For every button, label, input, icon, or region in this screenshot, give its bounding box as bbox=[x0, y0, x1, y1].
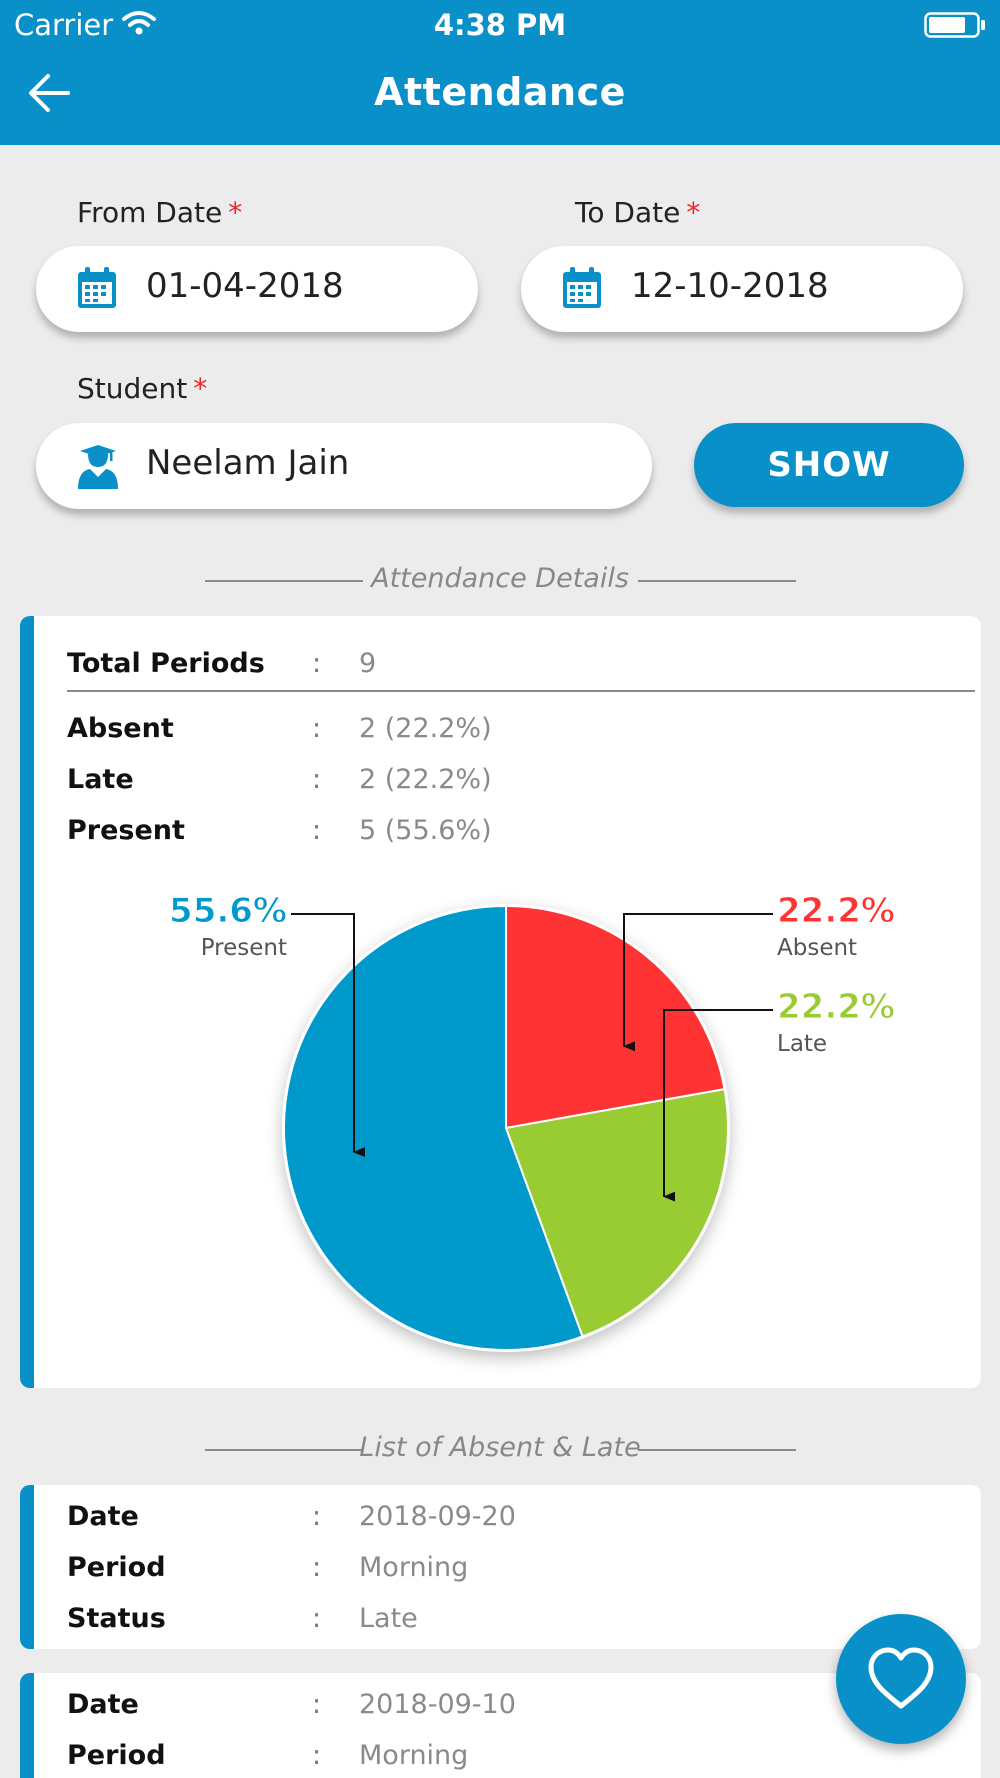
pie-slice-absent bbox=[505, 904, 726, 1130]
required-mark: * bbox=[193, 372, 208, 405]
absent-label: Absent bbox=[67, 713, 174, 744]
pie-callout-line-present bbox=[291, 913, 365, 1158]
period-label: Period bbox=[67, 1740, 166, 1771]
calendar-icon bbox=[78, 267, 116, 308]
pie-legend-label-absent: Absent bbox=[777, 935, 857, 961]
period-value: Morning bbox=[359, 1740, 469, 1771]
separator: : bbox=[312, 1689, 322, 1720]
pie-legend-label-present: Present bbox=[201, 935, 287, 961]
date-row: Date : 2018-09-10 bbox=[67, 1689, 967, 1729]
date-value: 2018-09-20 bbox=[359, 1501, 516, 1532]
nav-bar: Attendance bbox=[0, 50, 1000, 145]
period-row: Period : Morning bbox=[67, 1740, 967, 1778]
student-label: Student * bbox=[77, 372, 207, 405]
late-label: Late bbox=[67, 764, 134, 795]
pie-legend-label-late: Late bbox=[777, 1031, 827, 1057]
app-header: Carrier 4:38 PM Attendance bbox=[0, 0, 1000, 145]
present-row: Present : 5 (55.6%) bbox=[67, 815, 967, 855]
period-value: Morning bbox=[359, 1552, 469, 1583]
attendance-details-card: Total Periods : 9 Absent : 2 (22.2%) Lat… bbox=[20, 616, 981, 1388]
pie-data-label-absent: 22.2% bbox=[777, 891, 895, 931]
pie-data-label-late: 22.2% bbox=[777, 987, 895, 1027]
separator: : bbox=[312, 1740, 322, 1771]
from-date-label: From Date * bbox=[77, 196, 242, 229]
late-value: 2 (22.2%) bbox=[359, 764, 492, 795]
attendance-pie-chart: 22.2% Absent 22.2% Late 55.6% Present bbox=[169, 891, 895, 1352]
page-title: Attendance bbox=[374, 70, 626, 114]
divider-line bbox=[638, 580, 796, 582]
show-button[interactable]: SHOW bbox=[694, 423, 964, 507]
absent-late-list-title: List of Absent & Late bbox=[359, 1432, 641, 1463]
present-label: Present bbox=[67, 815, 185, 846]
separator: : bbox=[312, 1603, 322, 1634]
pie-slice-present bbox=[283, 904, 584, 1351]
separator: : bbox=[312, 1501, 322, 1532]
carrier-label: Carrier bbox=[14, 8, 114, 42]
graduate-icon bbox=[78, 445, 118, 489]
pie-callout-line-late bbox=[663, 1009, 773, 1202]
to-date-value: 12-10-2018 bbox=[631, 266, 829, 306]
battery-icon bbox=[924, 12, 985, 38]
date-value: 2018-09-10 bbox=[359, 1689, 516, 1720]
separator: : bbox=[312, 764, 322, 795]
status-row: Status : Late bbox=[67, 1603, 967, 1643]
to-date-label: To Date * bbox=[575, 196, 700, 229]
separator: : bbox=[312, 713, 322, 744]
favorite-fab-button[interactable] bbox=[836, 1614, 966, 1744]
status-time: 4:38 PM bbox=[433, 8, 567, 42]
late-row: Late : 2 (22.2%) bbox=[67, 764, 967, 804]
period-row: Period : Morning bbox=[67, 1552, 967, 1592]
present-value: 5 (55.6%) bbox=[359, 815, 492, 846]
absent-late-list-divider: List of Absent & Late bbox=[0, 1430, 1000, 1470]
absent-row: Absent : 2 (22.2%) bbox=[67, 713, 967, 753]
required-mark: * bbox=[228, 196, 243, 229]
required-mark: * bbox=[686, 196, 701, 229]
divider-line bbox=[205, 1449, 363, 1451]
status-value: Late bbox=[359, 1603, 418, 1634]
from-date-label-text: From Date bbox=[77, 196, 223, 229]
separator: : bbox=[312, 648, 322, 679]
pie-data-label-present: 55.6% bbox=[169, 891, 287, 931]
absent-value: 2 (22.2%) bbox=[359, 713, 492, 744]
date-row: Date : 2018-09-20 bbox=[67, 1501, 967, 1541]
total-periods-label: Total Periods bbox=[67, 648, 265, 679]
list-item[interactable]: Date : 2018-09-20 Period : Morning Statu… bbox=[20, 1485, 981, 1649]
date-label: Date bbox=[67, 1689, 139, 1720]
list-item[interactable]: Date : 2018-09-10 Period : Morning bbox=[20, 1673, 981, 1778]
separator: : bbox=[312, 1552, 322, 1583]
divider-line bbox=[67, 690, 975, 692]
heart-icon bbox=[868, 1647, 934, 1709]
attendance-details-divider: Attendance Details bbox=[0, 561, 1000, 601]
student-select[interactable]: Neelam Jain bbox=[36, 423, 652, 509]
status-bar: Carrier 4:38 PM bbox=[0, 0, 1000, 50]
total-periods-value: 9 bbox=[359, 648, 377, 679]
student-value: Neelam Jain bbox=[146, 443, 350, 483]
date-label: Date bbox=[67, 1501, 139, 1532]
to-date-label-text: To Date bbox=[575, 196, 681, 229]
attendance-details-title: Attendance Details bbox=[371, 563, 629, 594]
divider-line bbox=[638, 1449, 796, 1451]
calendar-icon bbox=[563, 267, 601, 308]
wifi-icon bbox=[122, 11, 156, 35]
from-date-field[interactable]: 01-04-2018 bbox=[36, 246, 478, 332]
divider-line bbox=[205, 580, 363, 582]
total-periods-row: Total Periods : 9 bbox=[67, 648, 967, 688]
to-date-field[interactable]: 12-10-2018 bbox=[521, 246, 963, 332]
from-date-value: 01-04-2018 bbox=[146, 266, 344, 306]
pie-callout-line-absent bbox=[623, 913, 773, 1052]
pie-slice-late bbox=[504, 1087, 729, 1338]
status-label: Status bbox=[67, 1603, 166, 1634]
student-label-text: Student bbox=[77, 372, 188, 405]
back-arrow-icon[interactable] bbox=[26, 68, 76, 118]
period-label: Period bbox=[67, 1552, 166, 1583]
separator: : bbox=[312, 815, 322, 846]
